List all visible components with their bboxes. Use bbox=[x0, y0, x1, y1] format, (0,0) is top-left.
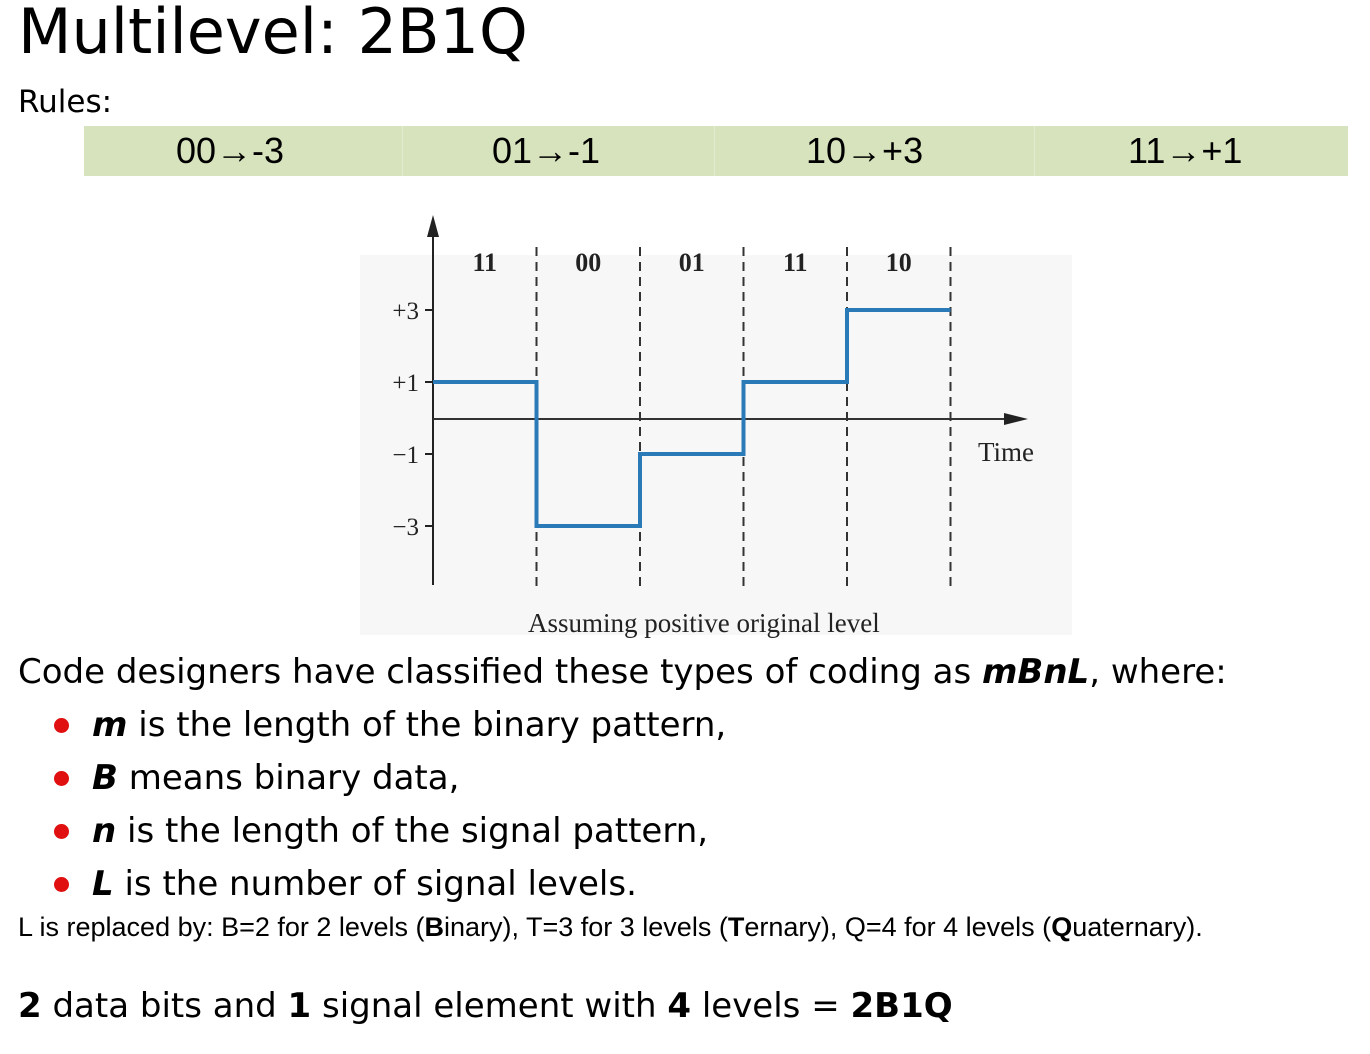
bullet-icon bbox=[54, 877, 69, 892]
rule-bits: 11 bbox=[1128, 130, 1166, 171]
summary-number: 2 bbox=[18, 986, 42, 1026]
bullet-icon bbox=[54, 824, 69, 839]
bit-group-label: 11 bbox=[472, 248, 497, 277]
bullet-text: is the length of the binary pattern, bbox=[127, 705, 727, 745]
signal-waveform bbox=[433, 308, 951, 528]
bullet-icon bbox=[54, 718, 69, 733]
paragraph-term: mBnL bbox=[981, 652, 1090, 692]
rules-table: 00→-3 01→-1 10→+3 11→+1 bbox=[84, 126, 1348, 176]
level-naming-note: L is replaced by: B=2 for 2 levels (Bina… bbox=[18, 912, 1203, 943]
time-axis-arrow-icon bbox=[1004, 413, 1028, 425]
paragraph-text-end: , where: bbox=[1089, 652, 1227, 692]
y-tick-label: −3 bbox=[392, 514, 419, 541]
y-tick-label: +1 bbox=[392, 370, 419, 397]
rule-00: 00→-3 bbox=[176, 126, 284, 176]
note-text: uaternary). bbox=[1072, 912, 1203, 942]
bit-group-labels: 11 00 01 11 10 bbox=[472, 248, 911, 277]
paragraph-text: Code designers have classified these typ… bbox=[18, 652, 982, 692]
bullet-icon bbox=[54, 771, 69, 786]
rule-level: +3 bbox=[882, 130, 924, 171]
summary-text: data bits and bbox=[41, 986, 288, 1026]
summary-text: signal element with bbox=[311, 986, 668, 1026]
y-tick-label: −1 bbox=[392, 442, 419, 469]
bit-group-label: 00 bbox=[575, 248, 601, 277]
bit-group-label: 11 bbox=[783, 248, 808, 277]
rule-bits: 00 bbox=[176, 130, 217, 171]
rule-divider bbox=[714, 126, 715, 176]
bit-group-label: 01 bbox=[679, 248, 705, 277]
signal-diagram: +3 +1 −1 −3 11 00 01 11 10 Time Assuming positi… bbox=[360, 215, 1072, 638]
bullet-text: is the number of signal levels. bbox=[113, 864, 637, 904]
y-tick-label: +3 bbox=[392, 298, 419, 325]
summary-line: 2 data bits and 1 signal element with 4 … bbox=[18, 986, 953, 1026]
bit-group-label: 10 bbox=[886, 248, 912, 277]
summary-code: 2B1Q bbox=[850, 986, 953, 1026]
mbnl-definitions: m is the length of the binary pattern, B… bbox=[52, 703, 726, 915]
rule-divider bbox=[1034, 126, 1035, 176]
bullet-text: means binary data, bbox=[117, 758, 460, 798]
bullet-term: L bbox=[92, 864, 114, 904]
rule-level: -3 bbox=[252, 130, 285, 171]
rule-11: 11→+1 bbox=[1128, 126, 1242, 176]
note-text: L is replaced by: B=2 for 2 levels ( bbox=[18, 912, 425, 942]
rule-bits: 10 bbox=[806, 130, 847, 171]
rule-level: -1 bbox=[568, 130, 601, 171]
summary-number: 1 bbox=[287, 986, 312, 1026]
time-axis-label: Time bbox=[978, 437, 1034, 467]
bullet-term: n bbox=[92, 811, 117, 851]
arrow-icon: → bbox=[1165, 130, 1202, 171]
list-item: L is the number of signal levels. bbox=[52, 862, 726, 915]
note-text: inary), T=3 for 3 levels ( bbox=[443, 912, 728, 942]
bullet-term: m bbox=[92, 705, 128, 745]
rule-divider bbox=[402, 126, 403, 176]
list-item: B means binary data, bbox=[52, 756, 726, 809]
arrow-icon: → bbox=[846, 130, 883, 171]
rule-bits: 01 bbox=[492, 130, 533, 171]
summary-text: levels = bbox=[691, 986, 851, 1026]
note-bold: T bbox=[727, 912, 745, 942]
summary-number: 4 bbox=[667, 986, 692, 1026]
rule-level: +1 bbox=[1201, 130, 1243, 171]
rules-label: Rules: bbox=[18, 84, 113, 120]
arrow-icon: → bbox=[532, 130, 569, 171]
bullet-text: is the length of the signal pattern, bbox=[116, 811, 709, 851]
list-item: m is the length of the binary pattern, bbox=[52, 703, 726, 756]
rule-10: 10→+3 bbox=[806, 126, 923, 176]
bullet-term: B bbox=[92, 758, 118, 798]
y-axis-arrow-icon bbox=[427, 215, 439, 237]
note-bold: Q bbox=[1051, 912, 1073, 942]
page-title: Multilevel: 2B1Q bbox=[18, 0, 528, 68]
note-text: ernary), Q=4 for 4 levels ( bbox=[744, 912, 1052, 942]
note-bold: B bbox=[424, 912, 444, 942]
list-item: n is the length of the signal pattern, bbox=[52, 809, 726, 862]
2b1q-signal-figure: +3 +1 −1 −3 11 00 01 11 10 Time Assuming positi… bbox=[340, 205, 1080, 645]
mbnl-paragraph: Code designers have classified these typ… bbox=[18, 652, 1227, 692]
arrow-icon: → bbox=[216, 130, 253, 171]
figure-background bbox=[360, 255, 1072, 635]
y-ticks: +3 +1 −1 −3 bbox=[392, 298, 433, 541]
figure-caption: Assuming positive original level bbox=[528, 608, 880, 638]
rule-01: 01→-1 bbox=[492, 126, 600, 176]
